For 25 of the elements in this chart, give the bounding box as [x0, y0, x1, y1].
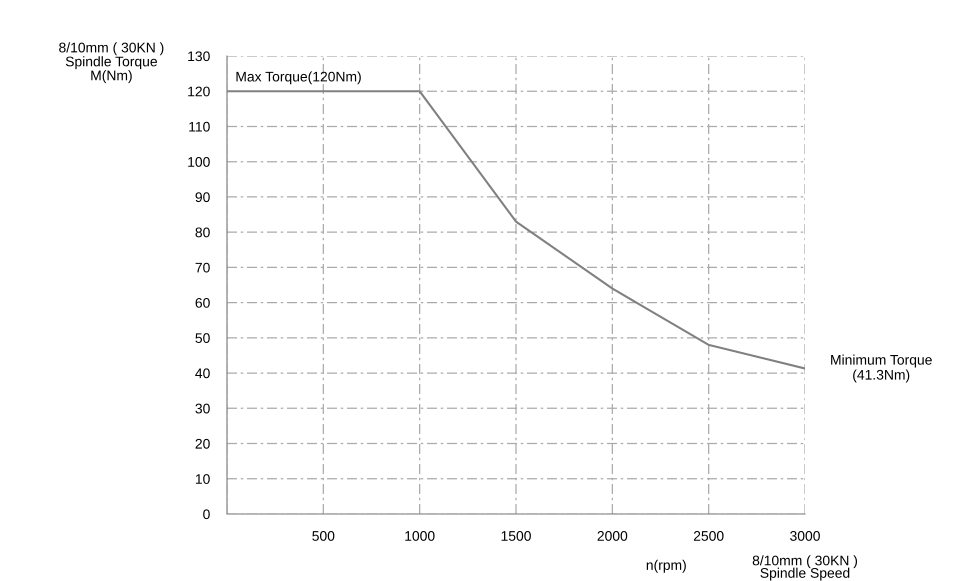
y-tick-label: 110	[189, 122, 210, 132]
x-axis-title: n(rpm)	[646, 560, 686, 573]
y-tick-label: 120	[188, 86, 210, 96]
y-tick-label: 130	[188, 51, 210, 62]
x-tick-label: 3000	[790, 531, 820, 541]
x-tick-label: 1500	[502, 531, 531, 541]
x-tick-label: 2500	[694, 531, 724, 541]
y-axis-title: 8/10mm ( 30KN ) Spindle Torque M(Nm)	[59, 42, 164, 84]
annotation: Max Torque(120Nm)	[236, 71, 361, 84]
y-tick-label: 10	[196, 474, 210, 484]
x-tick-label: 2000	[598, 531, 628, 541]
y-tick-label: 20	[196, 438, 210, 449]
x-tick-label: 500	[312, 531, 334, 541]
y-tick-label: 80	[195, 227, 210, 238]
text: 8/10mm ( 30KN ) Spindle Speed	[752, 555, 858, 581]
y-tick-label: 40	[195, 368, 210, 378]
y-tick-label: 30	[195, 404, 210, 414]
y-tick-label: 100	[188, 157, 210, 167]
y-tick-label: 0	[203, 509, 210, 520]
x-tick-label: 1000	[405, 531, 435, 541]
y-tick-label: 70	[196, 262, 210, 273]
y-tick-label: 90	[196, 192, 210, 202]
annotation: Minimum Torque (41.3Nm)	[831, 354, 932, 382]
y-tick-label: 50	[195, 333, 210, 344]
y-tick-label: 60	[196, 298, 210, 308]
